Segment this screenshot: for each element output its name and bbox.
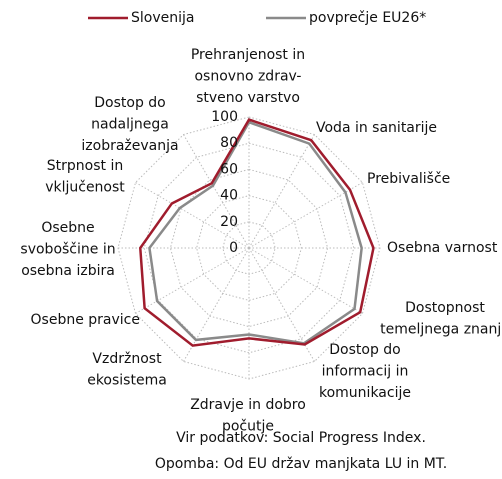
- tick-label: 80: [220, 135, 238, 151]
- legend-label: Slovenija: [131, 10, 194, 26]
- axis-label: stveno varstvo: [196, 90, 300, 106]
- axis-label: Prehranjenost in: [191, 47, 305, 63]
- axis-label: Prebivališče: [367, 171, 450, 187]
- note: Opomba: Od EU držav manjkata LU in MT.: [155, 456, 447, 472]
- axis-label: informacij in: [322, 364, 409, 380]
- legend-label: povprečje EU26*: [309, 10, 426, 26]
- spoke: [135, 247, 250, 314]
- spoke: [183, 134, 250, 249]
- tick-label: 20: [220, 214, 238, 230]
- legend: Slovenija povprečje EU26*: [88, 10, 426, 26]
- tick-label: 40: [220, 188, 238, 204]
- axis-label: osebna izbira: [21, 263, 115, 279]
- axis-label: Dostopnost: [405, 300, 485, 316]
- axis-label: Vzdržnost: [92, 351, 162, 367]
- axis-label: Voda in sanitarije: [316, 120, 437, 136]
- axis-label: komunikacije: [319, 385, 411, 401]
- axis-label: Osebne pravice: [31, 312, 140, 328]
- note: Vir podatkov: Social Progress Index.: [176, 430, 426, 446]
- spoke: [248, 182, 363, 249]
- series-line: [138, 118, 375, 347]
- tick-label: 0: [229, 240, 238, 256]
- axis-label: Osebne: [41, 220, 94, 236]
- spoke: [183, 247, 250, 362]
- axis-label: ekosistema: [87, 373, 167, 389]
- axis-label: nadaljnega: [91, 117, 169, 133]
- spoke: [248, 247, 363, 314]
- axis-label: Dostop do: [94, 95, 165, 111]
- axis-label: osnovno zdrav-: [194, 69, 301, 85]
- axis-label: temeljnega znanja: [380, 322, 502, 338]
- axis-label: svoboščine in: [20, 242, 115, 258]
- axis-label: Strpnost in: [47, 158, 123, 174]
- axis-label: vključenost: [45, 180, 125, 196]
- spoke: [135, 182, 250, 249]
- spoke: [248, 134, 315, 249]
- tick-label: 100: [211, 109, 238, 125]
- axis-label: izobraževanja: [81, 138, 178, 154]
- series-line: [148, 120, 363, 345]
- axis-label: Zdravje in dobro: [190, 397, 306, 413]
- axis-label: Osebna varnost: [387, 240, 498, 256]
- axis-label: počutje: [222, 419, 274, 435]
- axis-label: Dostop do: [329, 342, 400, 358]
- grid-ring: [222, 221, 276, 275]
- tick-label: 60: [220, 161, 238, 177]
